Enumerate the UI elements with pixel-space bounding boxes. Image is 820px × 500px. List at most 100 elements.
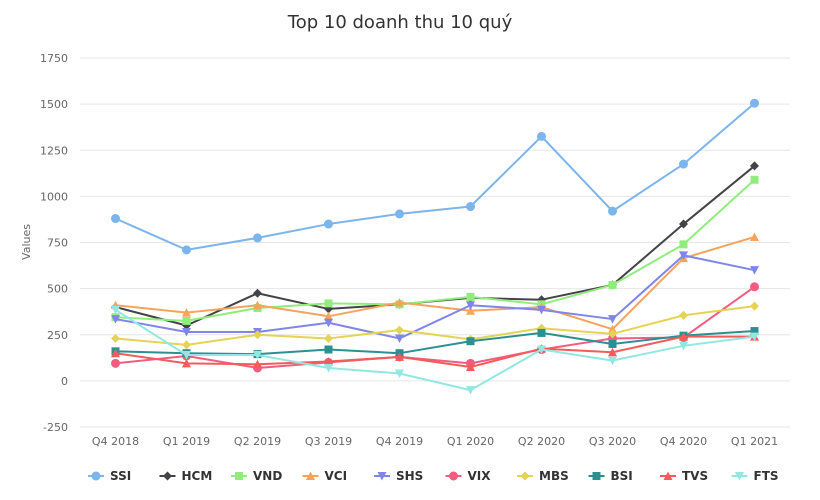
y-tick-label: 250 — [47, 329, 68, 342]
data-point[interactable] — [466, 306, 475, 315]
series-mbs[interactable] — [111, 301, 759, 350]
data-point[interactable] — [750, 332, 759, 342]
data-point[interactable] — [395, 352, 404, 361]
data-point[interactable] — [324, 311, 333, 321]
series-vix[interactable] — [111, 282, 759, 373]
data-point[interactable] — [324, 333, 333, 343]
legend-item-vix[interactable]: VIX — [445, 469, 492, 483]
y-tick-label: 1000 — [40, 190, 68, 203]
data-point[interactable] — [395, 297, 404, 307]
data-point[interactable] — [182, 351, 191, 360]
data-point[interactable] — [750, 98, 759, 108]
data-point[interactable] — [750, 161, 759, 171]
data-point[interactable] — [750, 282, 759, 292]
legend-item-vci[interactable]: VCI — [302, 469, 348, 483]
data-point[interactable] — [253, 233, 262, 243]
data-point[interactable] — [537, 328, 546, 337]
data-point[interactable] — [182, 358, 191, 368]
data-point[interactable] — [750, 266, 759, 275]
data-point[interactable] — [111, 358, 120, 368]
data-point[interactable] — [324, 318, 333, 328]
data-point[interactable] — [608, 280, 617, 289]
series-line[interactable] — [115, 102, 756, 251]
data-point[interactable] — [324, 299, 333, 308]
data-point[interactable] — [750, 232, 759, 241]
legend-marker — [735, 472, 744, 481]
data-point[interactable] — [111, 305, 120, 315]
data-point[interactable] — [679, 219, 688, 229]
data-point[interactable] — [182, 340, 191, 350]
data-point[interactable] — [537, 131, 546, 141]
series-line[interactable] — [115, 285, 756, 369]
series-fts[interactable] — [111, 305, 759, 395]
data-point[interactable] — [679, 251, 688, 260]
data-point[interactable] — [608, 356, 617, 366]
data-point[interactable] — [111, 333, 120, 343]
data-point[interactable] — [395, 369, 404, 378]
legend-item-bsi[interactable]: BSI — [588, 469, 633, 483]
data-point[interactable] — [679, 332, 688, 341]
series-line[interactable] — [115, 330, 755, 356]
series-shs[interactable] — [111, 251, 759, 343]
data-point[interactable] — [679, 240, 688, 249]
series-line[interactable] — [115, 305, 755, 346]
data-point[interactable] — [466, 362, 475, 372]
legend-item-hcm[interactable]: HCM — [159, 469, 213, 483]
series-line[interactable] — [114, 308, 755, 392]
data-point[interactable] — [395, 334, 404, 343]
legend-item-ssi[interactable]: SSI — [88, 469, 131, 483]
series-line[interactable] — [115, 254, 755, 340]
data-point[interactable] — [395, 209, 404, 219]
data-point[interactable] — [537, 345, 546, 355]
x-tick-label: Q2 2019 — [234, 435, 281, 448]
data-point[interactable] — [466, 292, 475, 301]
data-point[interactable] — [608, 206, 617, 216]
data-point[interactable] — [324, 219, 333, 229]
legend-item-shs[interactable]: SHS — [374, 469, 423, 483]
series-line[interactable] — [115, 236, 755, 331]
data-point[interactable] — [608, 339, 617, 348]
series-vnd[interactable] — [111, 175, 759, 325]
data-point[interactable] — [679, 341, 688, 351]
data-point[interactable] — [111, 348, 120, 358]
data-point[interactable] — [253, 288, 262, 298]
data-point[interactable] — [111, 214, 120, 224]
data-point[interactable] — [466, 202, 475, 212]
x-tick-label: Q1 2021 — [731, 435, 778, 448]
legend-item-tvs[interactable]: TVS — [660, 469, 708, 483]
data-point[interactable] — [466, 386, 475, 395]
legend-item-fts[interactable]: FTS — [731, 469, 779, 483]
series-line[interactable] — [115, 335, 755, 369]
data-point[interactable] — [253, 359, 262, 369]
data-point[interactable] — [111, 315, 120, 324]
data-point[interactable] — [182, 327, 191, 337]
data-point[interactable] — [182, 316, 191, 325]
series-vci[interactable] — [111, 232, 759, 334]
data-point[interactable] — [324, 345, 333, 354]
data-point[interactable] — [750, 301, 759, 311]
data-point[interactable] — [608, 324, 617, 334]
data-point[interactable] — [253, 330, 262, 340]
data-point[interactable] — [537, 305, 546, 315]
series-line[interactable] — [115, 179, 756, 322]
y-tick-label: 0 — [61, 375, 68, 388]
data-point[interactable] — [324, 357, 333, 366]
data-point[interactable] — [608, 315, 617, 324]
data-point[interactable] — [466, 337, 475, 346]
legend-item-mbs[interactable]: MBS — [517, 469, 569, 483]
legend-label: FTS — [754, 469, 779, 483]
data-point[interactable] — [324, 363, 333, 373]
data-point[interactable] — [679, 159, 688, 169]
data-point[interactable] — [253, 300, 262, 310]
data-point[interactable] — [182, 308, 191, 317]
data-point[interactable] — [608, 329, 617, 339]
data-point[interactable] — [253, 351, 262, 360]
legend-item-vnd[interactable]: VND — [231, 469, 282, 483]
data-point[interactable] — [750, 175, 759, 184]
data-point[interactable] — [466, 301, 475, 310]
series-ssi[interactable] — [111, 98, 759, 255]
data-point[interactable] — [182, 245, 191, 255]
data-point[interactable] — [679, 310, 688, 320]
data-point[interactable] — [608, 347, 617, 357]
data-point[interactable] — [395, 325, 404, 335]
